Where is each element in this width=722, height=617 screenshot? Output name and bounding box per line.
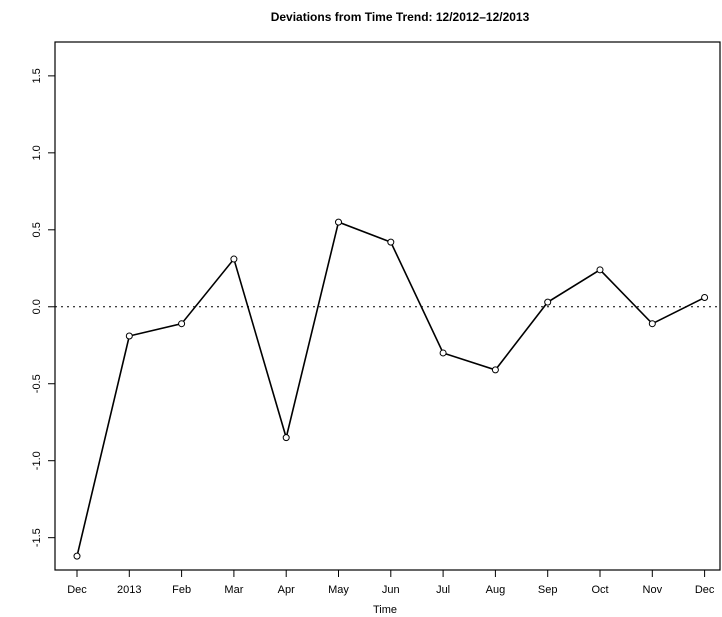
x-tick-label: Dec (695, 584, 715, 596)
y-tick-label: -0.5 (31, 374, 43, 393)
x-tick-label: Jul (436, 584, 450, 596)
x-tick-label: Apr (278, 584, 295, 596)
x-tick-label: Mar (224, 584, 243, 596)
y-tick-label: 1.0 (31, 145, 43, 160)
y-tick-label: 0.5 (31, 222, 43, 237)
x-tick-label: 2013 (117, 584, 141, 596)
x-tick-label: Jun (382, 584, 400, 596)
data-point (282, 434, 290, 442)
y-tick-label: -1.5 (31, 528, 43, 547)
x-axis-label: Time (373, 604, 397, 616)
x-tick-label: Dec (67, 584, 87, 596)
data-point (387, 238, 395, 246)
data-point (73, 552, 81, 560)
data-point (335, 218, 342, 226)
data-point (439, 349, 447, 357)
data-point (648, 320, 656, 328)
data-point (178, 320, 186, 328)
data-line (76, 221, 705, 557)
x-tick-label: Sep (538, 584, 558, 596)
x-tick-label: Oct (591, 584, 608, 596)
plot-frame (54, 41, 721, 571)
x-tick-label: May (328, 584, 349, 596)
x-tick-label: Feb (172, 584, 191, 596)
data-point (230, 255, 238, 263)
y-tick-label: -1.0 (31, 451, 43, 470)
chart-title: Deviations from Time Trend: 12/2012–12/2… (271, 10, 530, 24)
y-tick-label: 0.0 (31, 299, 43, 314)
data-point (491, 366, 499, 374)
data-point (701, 294, 709, 302)
data-point (596, 266, 604, 274)
data-point (544, 298, 552, 306)
x-tick-label: Aug (486, 584, 506, 596)
y-tick-label: 1.5 (31, 68, 43, 83)
data-point (125, 332, 133, 340)
x-tick-label: Nov (643, 584, 663, 596)
